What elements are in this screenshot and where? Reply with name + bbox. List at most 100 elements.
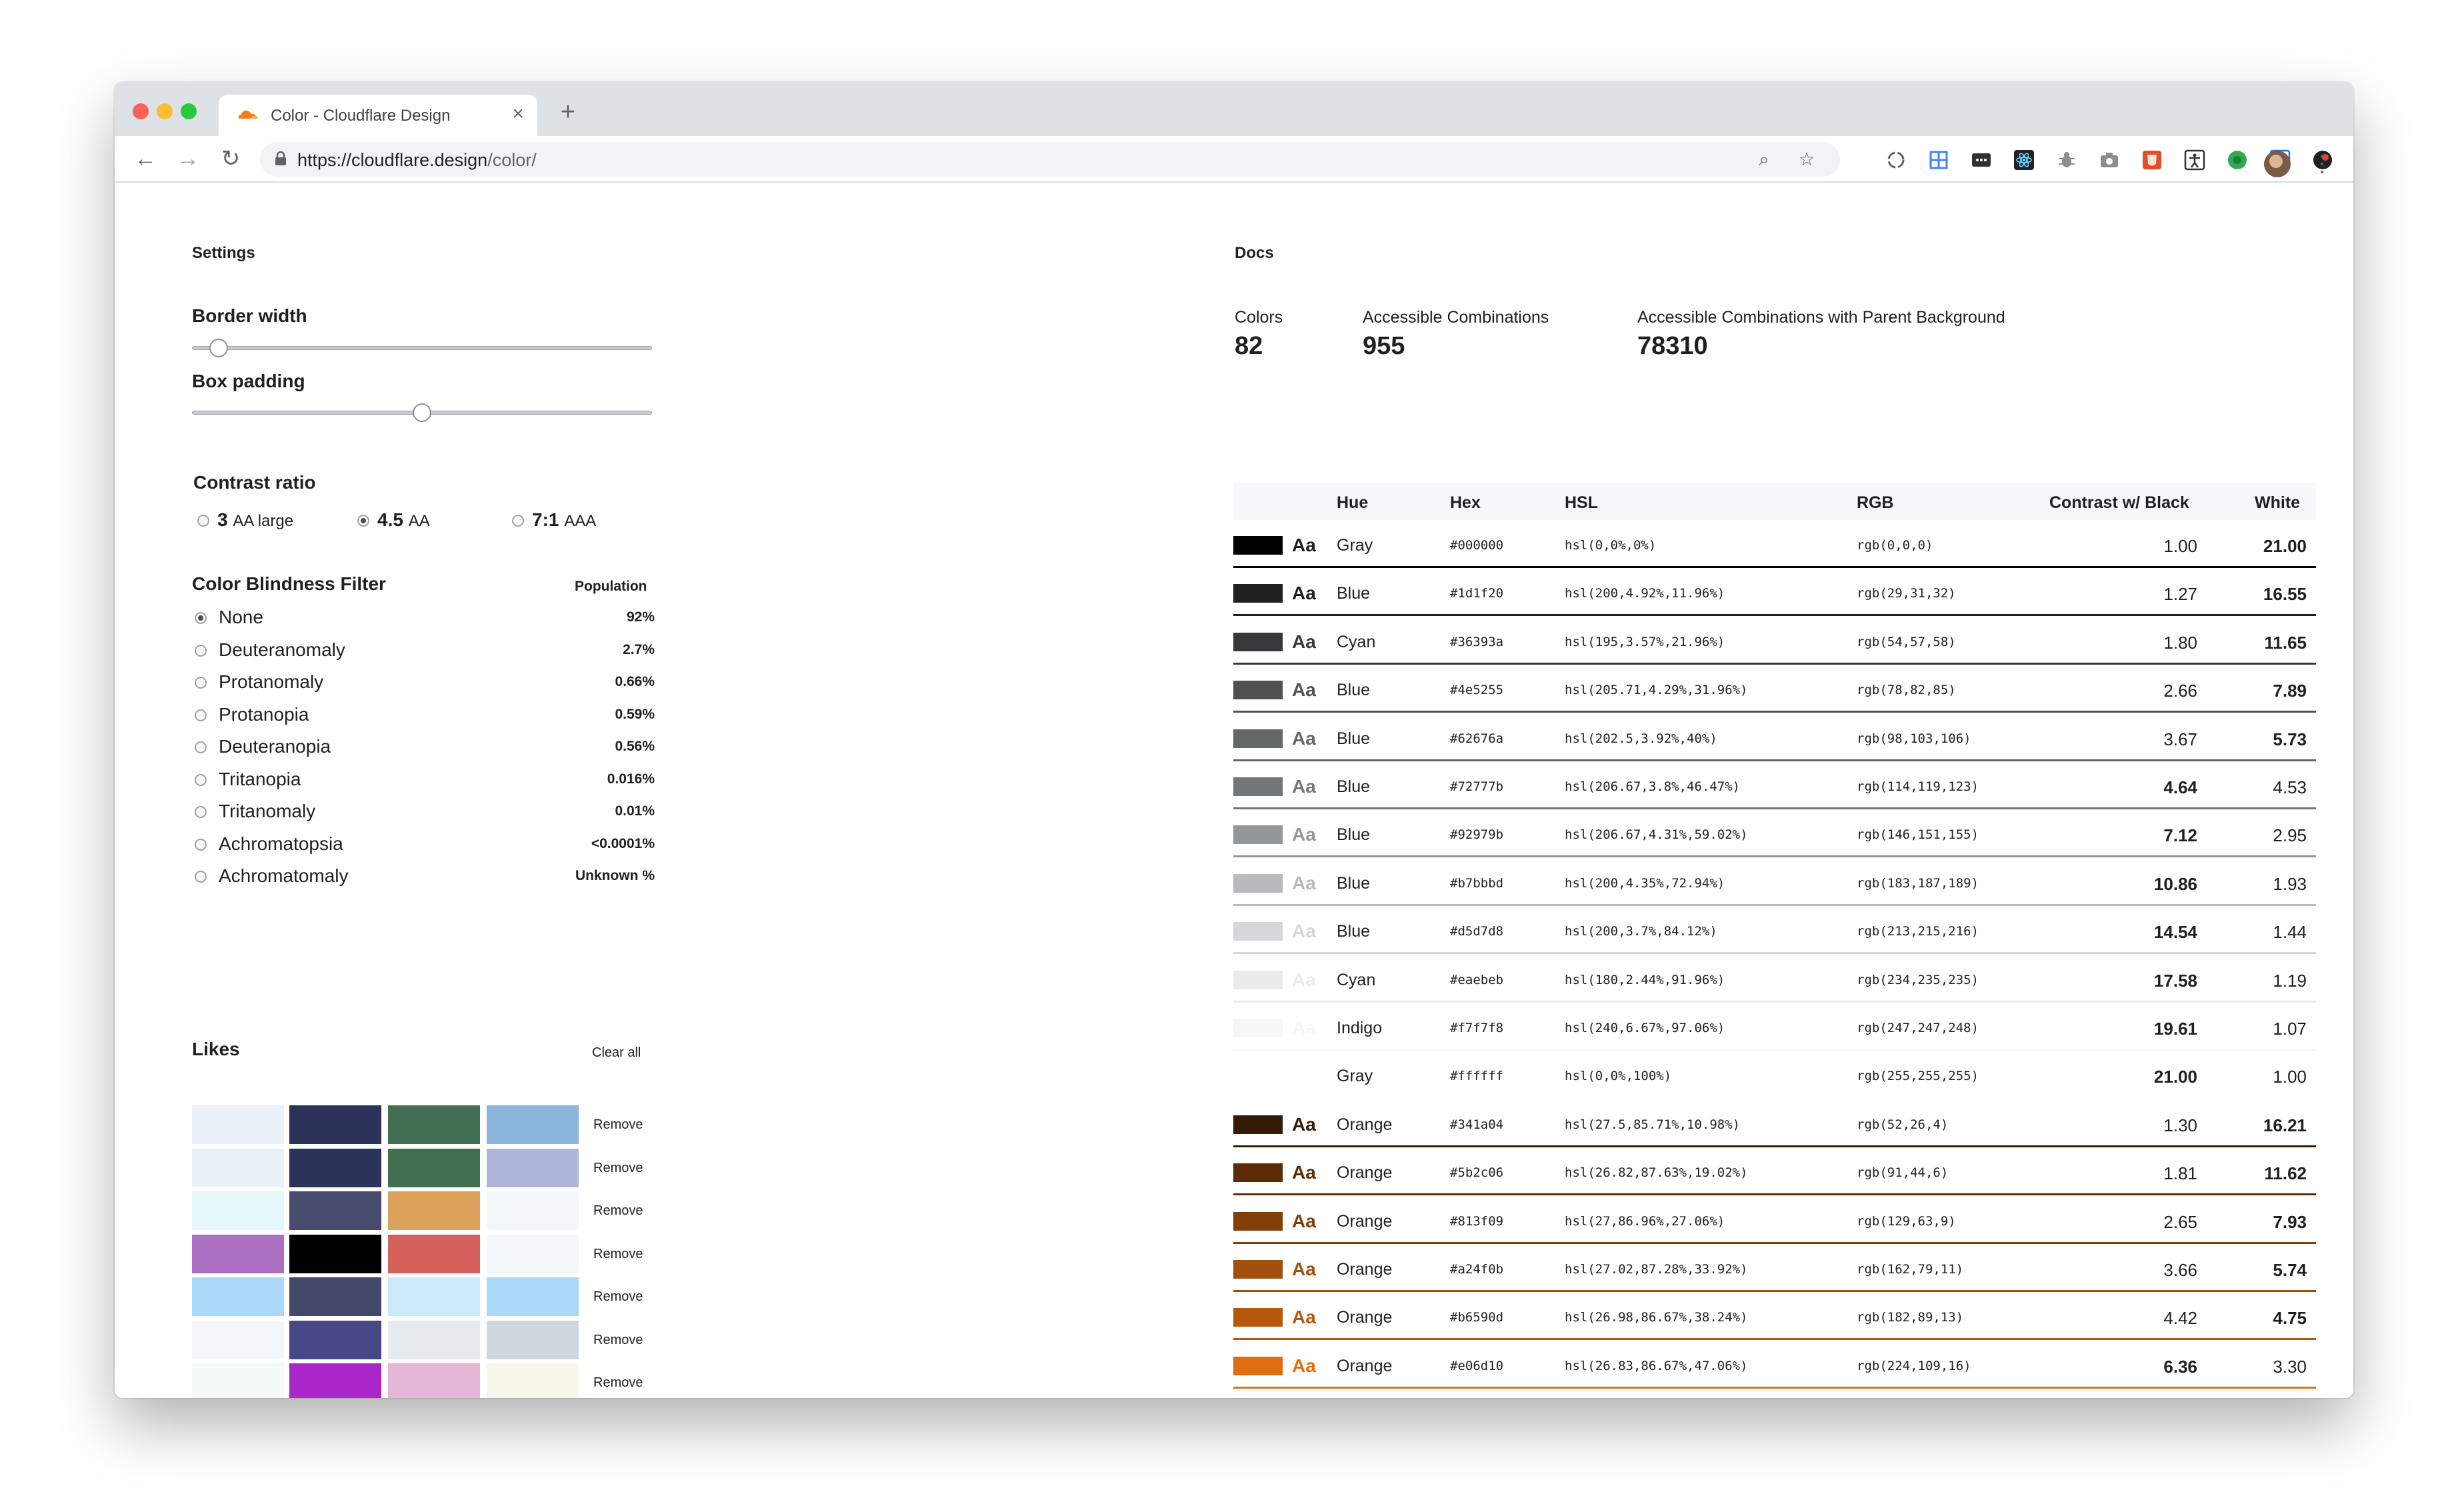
bookmark-star-icon[interactable]: ☆ (1798, 149, 1815, 169)
liked-color-swatch[interactable] (192, 1191, 284, 1230)
border-width-slider-thumb[interactable] (209, 339, 229, 357)
blindness-radio-1[interactable] (195, 644, 207, 657)
html5-icon[interactable] (2140, 148, 2164, 172)
liked-color-swatch[interactable] (388, 1234, 480, 1273)
liked-color-swatch[interactable] (487, 1191, 579, 1230)
liked-color-swatch[interactable] (289, 1105, 381, 1144)
remove-like-button[interactable]: Remove (593, 1246, 643, 1261)
back-icon[interactable]: ← (134, 146, 157, 171)
color-row[interactable]: Aa Orange #e06d10 hsl(26.83,86.67%,47.06%) r… (1233, 1341, 2316, 1389)
blindness-radio-5[interactable] (195, 773, 207, 786)
color-row[interactable]: Aa Blue #72777b hsl(206.67,3.8%,46.47%) rgb(… (1233, 761, 2316, 809)
blindness-radio-2[interactable] (195, 677, 207, 689)
blindness-option-label[interactable]: None (219, 607, 263, 627)
liked-color-swatch[interactable] (289, 1277, 381, 1316)
color-row[interactable]: Aa Blue #d5d7d8 hsl(200,3.7%,84.12%) rgb(213… (1233, 906, 2316, 955)
color-row[interactable]: Aa Blue #1d1f20 hsl(200,4.92%,11.96%) rgb(29… (1233, 568, 2316, 617)
sync-icon[interactable] (1884, 148, 1908, 172)
blindness-radio-7[interactable] (195, 838, 207, 851)
address-bar[interactable]: https://cloudflare.design/color/ ⌕ ☆ (260, 142, 1840, 177)
camera-icon[interactable] (2097, 148, 2121, 172)
color-row[interactable]: Aa Orange #813f09 hsl(27,86.96%,27.06%) rgb(… (1233, 1196, 2316, 1244)
reload-icon[interactable]: ↻ (221, 146, 241, 171)
remove-like-button[interactable]: Remove (593, 1203, 643, 1218)
grid-icon[interactable] (1927, 148, 1951, 172)
contrast-radio-2[interactable] (512, 515, 524, 527)
green-circle-icon[interactable] (2225, 148, 2249, 172)
color-row[interactable]: AaOrange#f4a15dhsl(27.02,87.28%,66.08%)r… (1233, 1389, 2316, 1398)
blindness-option-label[interactable]: Deuteranopia (219, 736, 331, 757)
remove-like-button[interactable]: Remove (593, 1332, 643, 1347)
blindness-option-label[interactable]: Tritanopia (219, 768, 301, 789)
contrast-radio-0[interactable] (197, 515, 209, 527)
blindness-option-label[interactable]: Achromatopsia (219, 833, 343, 854)
liked-color-swatch[interactable] (289, 1148, 381, 1187)
color-row[interactable]: Aa Gray #000000 hsl(0,0%,0%) rgb(0,0,0) 1.00 2… (1233, 520, 2316, 568)
color-row[interactable]: Aa Cyan #eaebeb hsl(180,2.44%,91.96%) rgb(23… (1233, 955, 2316, 1003)
contrast-radio-1[interactable] (357, 515, 369, 527)
blindness-radio-4[interactable] (195, 741, 207, 753)
liked-color-swatch[interactable] (487, 1148, 579, 1187)
dots-icon[interactable] (1969, 148, 1993, 172)
remove-like-button[interactable]: Remove (593, 1375, 643, 1390)
liked-color-swatch[interactable] (388, 1105, 480, 1144)
blindness-option-label[interactable]: Protanomaly (219, 671, 324, 692)
clear-all-button[interactable]: Clear all (592, 1045, 641, 1060)
minimize-window-button[interactable] (157, 103, 173, 119)
contrast-option-label[interactable]: 7:1 AAA (532, 509, 596, 531)
liked-color-swatch[interactable] (487, 1105, 579, 1144)
liked-color-swatch[interactable] (289, 1234, 381, 1273)
profile-avatar[interactable] (2264, 151, 2291, 177)
color-row[interactable]: Aa Blue #62676a hsl(202.5,3.92%,40%) rgb(98,… (1233, 713, 2316, 761)
close-window-button[interactable] (133, 103, 149, 119)
forward-icon[interactable]: → (177, 146, 199, 171)
bug-icon[interactable] (2055, 148, 2079, 172)
liked-color-swatch[interactable] (388, 1320, 480, 1359)
box-padding-slider-thumb[interactable] (413, 403, 431, 422)
react-icon[interactable] (2012, 148, 2036, 172)
liked-color-swatch[interactable] (388, 1148, 480, 1187)
liked-color-swatch[interactable] (487, 1363, 579, 1398)
liked-color-swatch[interactable] (192, 1105, 284, 1144)
color-row[interactable]: Aa Orange #b6590d hsl(26.98,86.67%,38.24%) r… (1233, 1292, 2316, 1341)
liked-color-swatch[interactable] (487, 1277, 579, 1316)
liked-color-swatch[interactable] (388, 1363, 480, 1398)
new-tab-button[interactable]: + (560, 98, 576, 126)
dark-circle-icon[interactable] (2311, 148, 2335, 172)
liked-color-swatch[interactable] (192, 1277, 284, 1316)
liked-color-swatch[interactable] (192, 1363, 284, 1398)
blindness-radio-3[interactable] (195, 709, 207, 721)
browser-menu-icon[interactable]: ⋮ (2311, 151, 2333, 177)
remove-like-button[interactable]: Remove (593, 1160, 643, 1175)
liked-color-swatch[interactable] (487, 1320, 579, 1359)
color-row[interactable]: Aa Blue #b7bbbd hsl(200,4.35%,72.94%) rgb(18… (1233, 858, 2316, 906)
border-width-slider[interactable] (192, 346, 652, 350)
remove-like-button[interactable]: Remove (593, 1117, 643, 1132)
color-row[interactable]: Aa Gray #ffffff hsl(0,0%,100%) rgb(255,255,2… (1233, 1051, 2316, 1099)
blindness-radio-0[interactable] (195, 612, 207, 624)
blindness-option-label[interactable]: Achromatomaly (219, 865, 349, 886)
blindness-option-label[interactable]: Deuteranomaly (219, 639, 345, 660)
color-row[interactable]: Aa Orange #341a04 hsl(27.5,85.71%,10.98%) rg… (1233, 1099, 2316, 1147)
browser-tab[interactable]: Color - Cloudflare Design × (219, 95, 537, 136)
liked-color-swatch[interactable] (192, 1234, 284, 1273)
liked-color-swatch[interactable] (192, 1148, 284, 1187)
contrast-option-label[interactable]: 4.5 AA (377, 509, 430, 531)
accessibility-icon[interactable] (2183, 148, 2207, 172)
liked-color-swatch[interactable] (289, 1320, 381, 1359)
remove-like-button[interactable]: Remove (593, 1289, 643, 1304)
liked-color-swatch[interactable] (192, 1320, 284, 1359)
liked-color-swatch[interactable] (388, 1191, 480, 1230)
color-row[interactable]: Aa Cyan #36393a hsl(195,3.57%,21.96%) rgb(54… (1233, 617, 2316, 665)
color-row[interactable]: Aa Blue #4e5255 hsl(205.71,4.29%,31.96%) rgb… (1233, 665, 2316, 713)
liked-color-swatch[interactable] (487, 1234, 579, 1273)
color-row[interactable]: Aa Orange #5b2c06 hsl(26.82,87.63%,19.02%) r… (1233, 1147, 2316, 1196)
color-row[interactable]: Aa Blue #92979b hsl(206.67,4.31%,59.02%) rgb… (1233, 809, 2316, 858)
blindness-radio-8[interactable] (195, 871, 207, 883)
maximize-window-button[interactable] (181, 103, 197, 119)
color-row[interactable]: Aa Orange #a24f0b hsl(27.02,87.28%,33.92%) r… (1233, 1244, 2316, 1292)
zoom-icon[interactable]: ⌕ (1759, 149, 1769, 169)
liked-color-swatch[interactable] (289, 1363, 381, 1398)
blindness-option-label[interactable]: Tritanomaly (219, 801, 316, 821)
blindness-option-label[interactable]: Protanopia (219, 703, 309, 725)
